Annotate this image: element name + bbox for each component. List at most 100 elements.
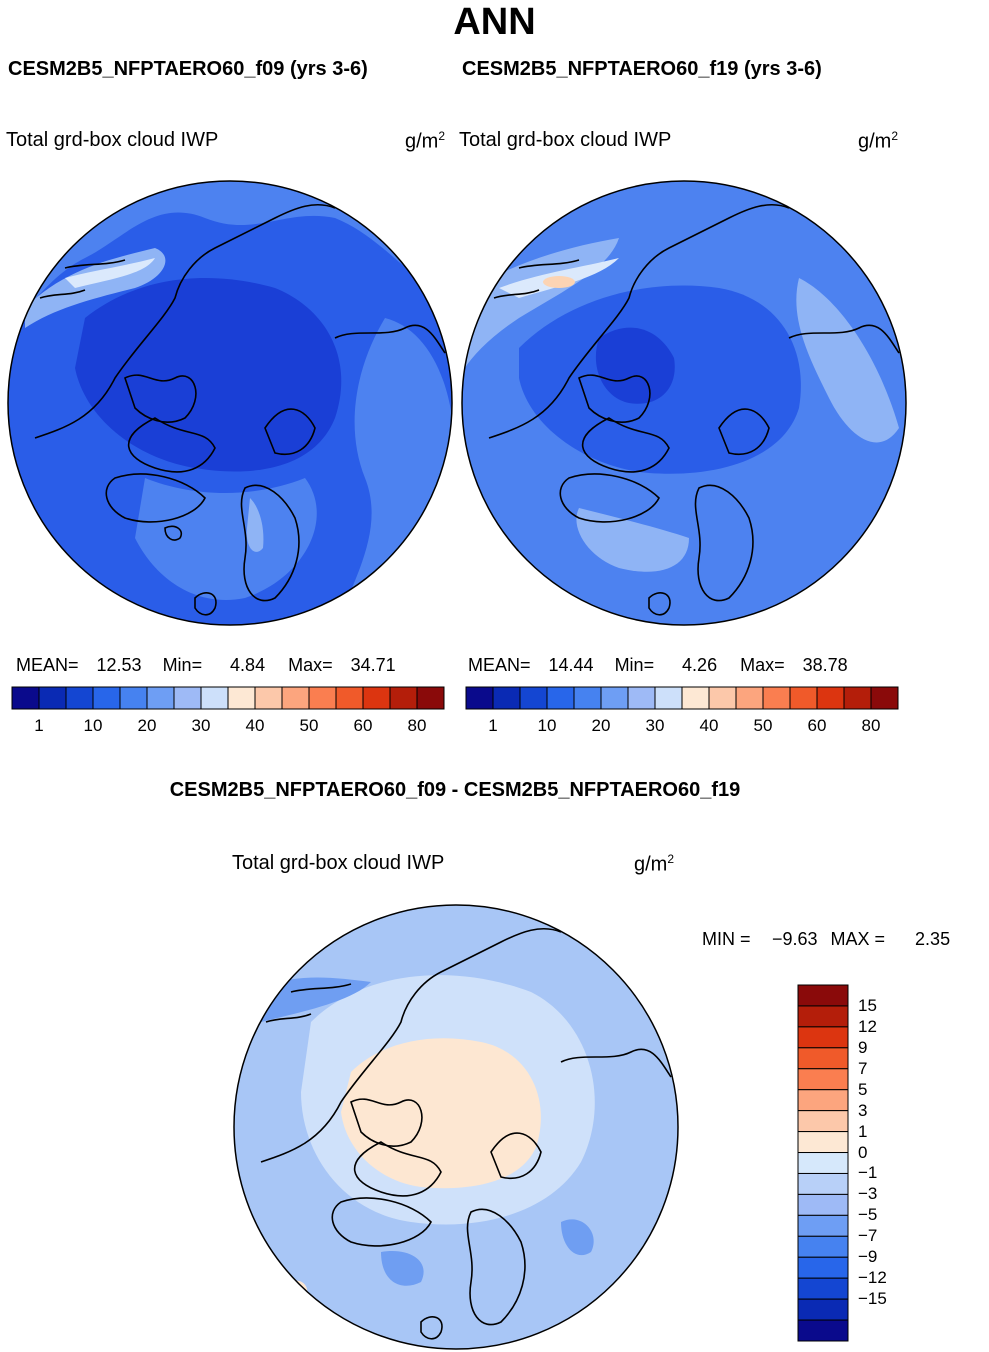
colorbar-swatch — [797, 1235, 849, 1258]
mean-value: 12.53 — [96, 655, 142, 675]
colorbar-tick-label: −12 — [858, 1268, 887, 1288]
diff-min-label: MIN = — [702, 929, 751, 949]
colorbar-swatch — [11, 686, 40, 710]
colorbar-tick-label: 15 — [858, 995, 877, 1015]
colorbar-tick-label: 40 — [245, 716, 265, 735]
colorbar-swatch — [654, 686, 683, 710]
colorbar-swatch — [119, 686, 148, 710]
panel-left-case-title: CESM2B5_NFPTAERO60_f09 (yrs 3-6) — [8, 58, 368, 80]
diff-max-label: MAX = — [830, 929, 886, 949]
colorbar-swatch — [227, 686, 256, 710]
map-border — [461, 180, 907, 626]
colorbar-tick-label: −3 — [858, 1184, 878, 1204]
map-border — [7, 180, 453, 626]
map-field-deep-core — [75, 278, 342, 472]
map-field-blue-se — [561, 1219, 594, 1256]
colorbar-tick-label: 50 — [753, 716, 773, 735]
colorbar-tick-label: 80 — [861, 716, 881, 735]
coastlines — [488, 204, 900, 616]
colorbar-tick-label: 3 — [858, 1100, 868, 1120]
colorbar-swatch — [65, 686, 94, 710]
colorbar-swatch — [797, 1152, 849, 1174]
colorbar-swatch — [797, 1005, 849, 1028]
colorbar-tick-label: 12 — [858, 1016, 877, 1036]
colorbar-tick-label: 60 — [807, 716, 827, 735]
map-field-pale-south — [576, 508, 689, 572]
colorbar-swatch — [797, 984, 849, 1007]
colorbar-swatch — [38, 686, 67, 710]
colorbar-swatch — [797, 1172, 849, 1195]
colorbar-swatch — [708, 686, 737, 710]
colorbar-swatch — [389, 686, 418, 710]
colorbar-diff — [797, 984, 849, 1342]
colorbar-swatch — [797, 1319, 849, 1342]
colorbar-swatch — [254, 686, 283, 710]
colorbar-swatch — [797, 1256, 849, 1279]
min-label: Min= — [162, 655, 203, 675]
colorbar-swatch — [335, 686, 364, 710]
polar-map-diff — [233, 904, 679, 1350]
colorbar-tick-label: 30 — [191, 716, 211, 735]
colorbar-tick-label: 80 — [407, 716, 427, 735]
colorbar-tick-label: 20 — [591, 716, 611, 735]
map-field-pale-scandinavia — [246, 498, 264, 552]
colorbar-tick-label: 50 — [299, 716, 319, 735]
colorbar-tick-label: 5 — [858, 1079, 868, 1099]
colorbar-swatch — [762, 686, 791, 710]
colorbar-swatch — [797, 1298, 849, 1321]
colorbar-tick-label: 1 — [488, 716, 498, 735]
colorbar-swatch — [735, 686, 764, 710]
diff-variable-label: Total grd-box cloud IWP — [232, 852, 445, 874]
colorbar-tick-label: 30 — [645, 716, 665, 735]
colorbar-swatch — [797, 1026, 849, 1049]
colorbar-tick-label: 10 — [83, 716, 103, 735]
colorbar-swatch — [870, 686, 899, 710]
colorbar-tick-label: 9 — [858, 1037, 868, 1057]
colorbar-swatch — [797, 1089, 849, 1112]
diff-min-value: −9.63 — [771, 929, 818, 949]
colorbar-tick-label: 1 — [34, 716, 44, 735]
min-label: Min= — [614, 655, 655, 675]
colorbar-swatch — [789, 686, 818, 710]
colorbar-swatch — [573, 686, 602, 710]
colorbar-swatch — [843, 686, 872, 710]
colorbar-swatch — [465, 686, 494, 710]
colorbar-swatch — [627, 686, 656, 710]
colorbar-swatch — [600, 686, 629, 710]
colorbar-swatch — [519, 686, 548, 710]
panel-left-variable-label: Total grd-box cloud IWP — [6, 129, 219, 151]
map-field-light — [8, 181, 452, 328]
colorbar-tick-label: 0 — [858, 1142, 868, 1162]
colorbar-tick-label: 60 — [353, 716, 373, 735]
panel-left-stats: MEAN= 12.53 Min= 4.84 Max= 34.71 — [16, 655, 396, 676]
diff-units: g/m2 — [634, 852, 675, 876]
panel-left-units: g/m2 — [405, 129, 446, 153]
map-field-pale-east — [796, 278, 899, 443]
figure-title: ANN — [453, 1, 536, 43]
max-label: Max= — [740, 655, 785, 675]
colorbar-swatch — [797, 1047, 849, 1070]
diff-title: CESM2B5_NFPTAERO60_f09 - CESM2B5_NFPTAER… — [169, 779, 741, 801]
mean-label: MEAN= — [16, 655, 79, 675]
colorbar-right — [465, 686, 899, 710]
panel-right-units: g/m2 — [858, 129, 899, 153]
colorbar-tick-label: 10 — [537, 716, 557, 735]
diff-minmax: MIN = −9.63 MAX = 2.35 — [702, 929, 950, 950]
map-field-deep-core — [595, 327, 675, 404]
colorbar-tick-label: −1 — [858, 1163, 878, 1183]
coastlines — [260, 928, 672, 1340]
map-border — [233, 904, 679, 1350]
colorbar-swatch — [308, 686, 337, 710]
colorbar-swatch — [92, 686, 121, 710]
map-field-white-streak — [65, 258, 155, 288]
colorbar-swatch — [797, 1214, 849, 1237]
colorbar-swatch — [200, 686, 229, 710]
colorbar-tick-label: 40 — [699, 716, 719, 735]
colorbar-swatch — [797, 1068, 849, 1091]
colorbar-swatch — [146, 686, 175, 710]
colorbar-swatch — [797, 1110, 849, 1133]
colorbar-swatch — [816, 686, 845, 710]
colorbar-tick-label: −5 — [858, 1205, 878, 1225]
colorbar-swatch — [416, 686, 445, 710]
max-value: 34.71 — [350, 655, 396, 675]
